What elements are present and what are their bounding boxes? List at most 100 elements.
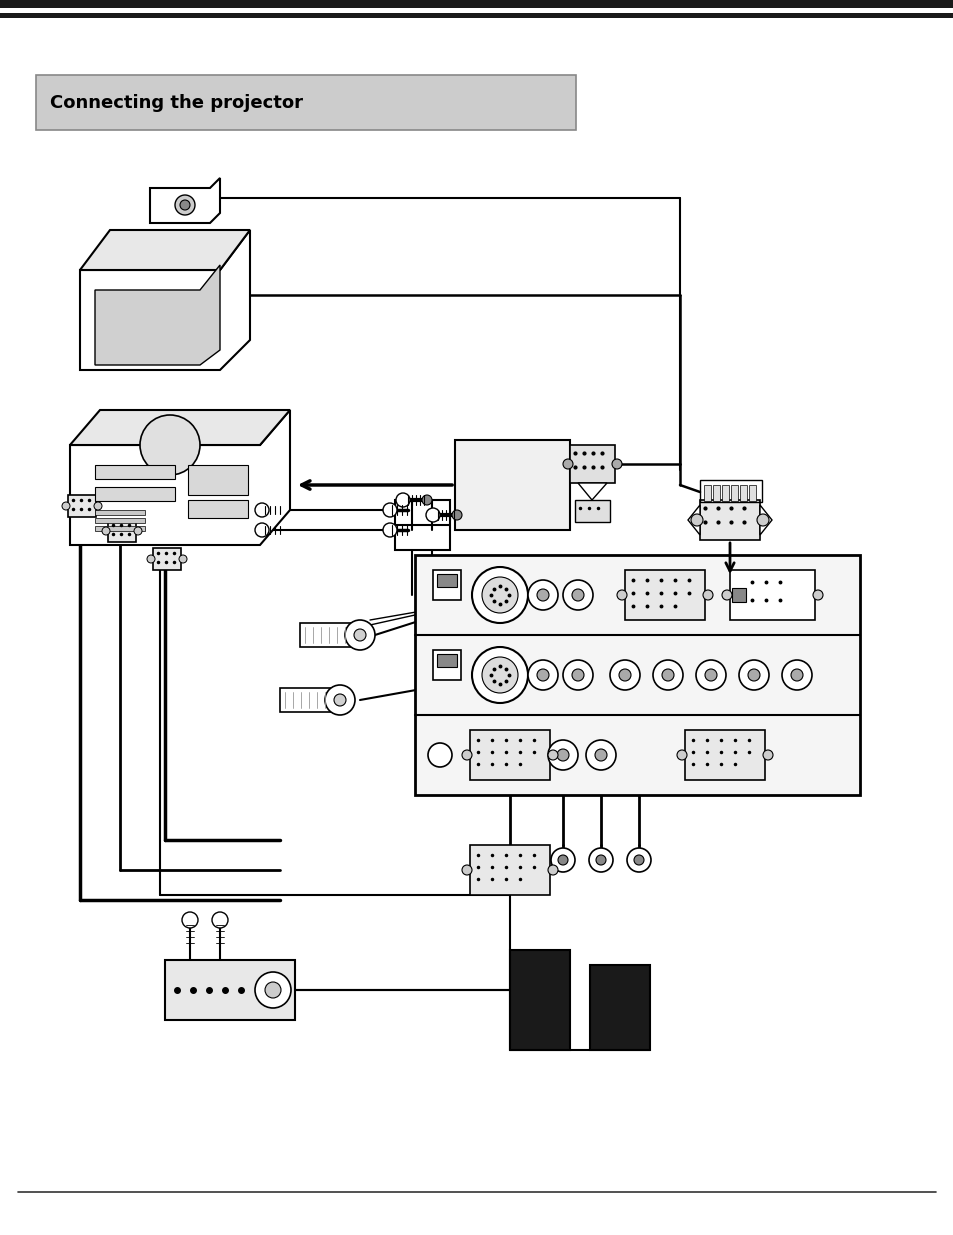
Bar [703,485,710,501]
Polygon shape [687,505,700,535]
Bar [395,500,450,550]
Circle shape [421,495,432,505]
Circle shape [254,503,269,517]
Bar [165,960,294,1020]
Circle shape [354,629,366,641]
Bar [740,485,746,501]
Bar [731,588,745,601]
Circle shape [254,522,269,537]
Bar [589,965,649,1050]
Polygon shape [760,505,771,535]
Circle shape [179,555,187,563]
Circle shape [382,522,396,537]
Circle shape [140,415,200,475]
Circle shape [547,864,558,876]
Circle shape [254,972,291,1008]
Circle shape [585,740,616,769]
Circle shape [547,740,578,769]
Circle shape [588,848,613,872]
Circle shape [147,555,154,563]
Circle shape [702,590,712,600]
Circle shape [677,750,686,760]
Circle shape [558,855,567,864]
Circle shape [609,659,639,690]
Circle shape [721,590,731,600]
Polygon shape [80,230,250,370]
Circle shape [481,577,517,613]
Circle shape [596,855,605,864]
Circle shape [757,514,768,526]
Polygon shape [80,230,250,270]
Polygon shape [578,483,606,500]
Circle shape [345,620,375,650]
Circle shape [428,743,452,767]
Polygon shape [70,410,290,445]
Circle shape [547,750,558,760]
Bar [624,571,704,620]
Circle shape [325,685,355,715]
Bar [95,517,145,522]
Circle shape [481,657,517,693]
Circle shape [690,514,702,526]
Circle shape [395,493,410,508]
Circle shape [696,659,725,690]
Polygon shape [150,178,220,224]
Circle shape [180,200,190,210]
Circle shape [634,855,643,864]
Bar [108,520,136,542]
Circle shape [537,669,548,680]
Circle shape [618,669,630,680]
Bar [455,440,569,530]
Bar [712,485,720,501]
Circle shape [472,567,527,622]
Bar [152,548,181,571]
Circle shape [265,982,281,998]
Circle shape [133,527,142,535]
Circle shape [212,911,228,927]
Circle shape [527,580,558,610]
Circle shape [612,459,621,469]
Circle shape [527,659,558,690]
Circle shape [762,750,772,760]
Polygon shape [95,266,220,366]
Bar [95,466,174,479]
Bar [436,655,456,667]
Circle shape [781,659,811,690]
Circle shape [626,848,650,872]
Bar [721,485,728,501]
Polygon shape [70,410,290,545]
Bar [36,75,576,130]
Circle shape [537,589,548,601]
Circle shape [562,659,593,690]
Bar [188,500,248,517]
Circle shape [572,589,583,601]
Bar [748,485,755,501]
Circle shape [790,669,802,680]
Circle shape [562,459,573,469]
Bar [95,526,145,531]
Bar [470,845,550,895]
Bar [433,571,460,600]
Bar [95,510,145,515]
Circle shape [472,647,527,703]
Bar [575,500,609,522]
Bar [188,466,248,495]
Circle shape [557,748,568,761]
Bar [684,730,764,781]
Circle shape [617,590,626,600]
Bar [510,950,569,1050]
Circle shape [102,527,110,535]
Bar [700,500,760,540]
Circle shape [452,510,461,520]
Bar [470,730,550,781]
Bar [433,650,460,680]
Circle shape [652,659,682,690]
Circle shape [94,501,102,510]
Circle shape [382,503,396,517]
Circle shape [747,669,760,680]
Bar [95,487,174,501]
Circle shape [595,748,606,761]
Circle shape [426,508,439,522]
Circle shape [182,911,198,927]
Bar [700,480,761,501]
